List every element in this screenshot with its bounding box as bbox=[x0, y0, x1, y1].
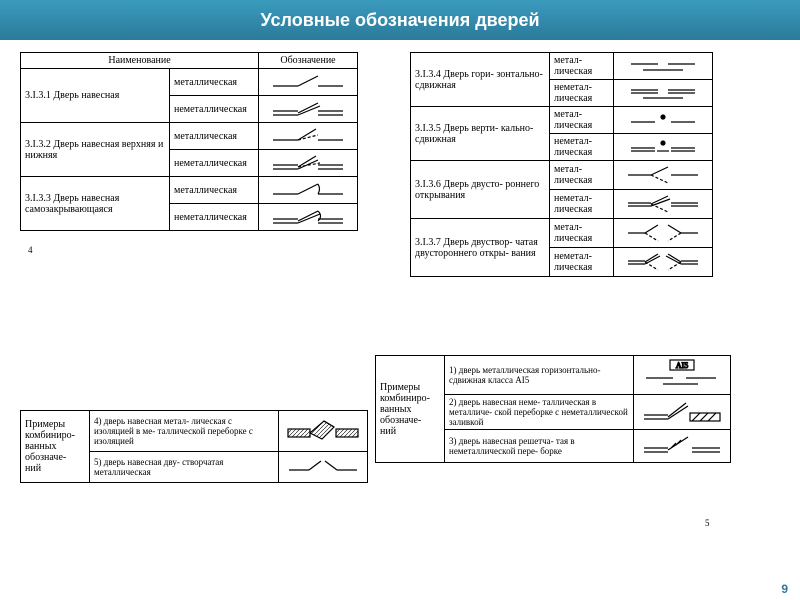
row-mat: метал- лическая bbox=[550, 107, 614, 134]
examples-label: Примеры комбиниро- ванных обозначе- ний bbox=[21, 411, 90, 483]
door-symbol bbox=[259, 150, 358, 177]
page-body: Наименование Обозначение 3.I.3.1 Дверь н… bbox=[0, 40, 800, 600]
row-mat: неметал- лическая bbox=[550, 190, 614, 219]
page-title: Условные обозначения дверей bbox=[260, 10, 539, 30]
door-symbol bbox=[634, 395, 731, 430]
door-symbol bbox=[614, 219, 713, 248]
row-mat: неметаллическая bbox=[170, 150, 259, 177]
door-symbol bbox=[259, 123, 358, 150]
door-symbol bbox=[614, 80, 713, 107]
door-symbol bbox=[279, 452, 368, 483]
left-table: Наименование Обозначение 3.I.3.1 Дверь н… bbox=[20, 52, 358, 231]
examples-label: Примеры комбиниро- ванных обозначе- ний bbox=[376, 356, 445, 463]
footnote-num: 5 bbox=[705, 518, 710, 528]
row-name: 3.I.3.7 Дверь двуствор- чатая двусторонн… bbox=[411, 219, 550, 277]
row-mat: неметаллическая bbox=[170, 96, 259, 123]
door-symbol: AI5 bbox=[634, 356, 731, 395]
example-text: 1) дверь металлическая горизонтально-сдв… bbox=[445, 356, 634, 395]
page-header: Условные обозначения дверей bbox=[0, 0, 800, 40]
row-mat: неметал- лическая bbox=[550, 248, 614, 277]
example-text: 5) дверь навесная дву- створчатая металл… bbox=[90, 452, 279, 483]
row-mat: металлическая bbox=[170, 123, 259, 150]
door-symbol bbox=[259, 96, 358, 123]
row-mat: метал- лическая bbox=[550, 219, 614, 248]
door-symbol bbox=[614, 248, 713, 277]
footnote-num: 4 bbox=[28, 245, 33, 255]
door-symbol bbox=[634, 430, 731, 463]
row-name: 3.I.3.5 Дверь верти- кально-сдвижная bbox=[411, 107, 550, 161]
row-name: 3.I.3.3 Дверь навесная самозакрывающаяся bbox=[21, 177, 170, 231]
door-symbol bbox=[614, 190, 713, 219]
door-symbol bbox=[279, 411, 368, 452]
door-symbol bbox=[614, 107, 713, 134]
row-mat: металлическая bbox=[170, 69, 259, 96]
door-symbol bbox=[259, 177, 358, 204]
door-symbol bbox=[614, 53, 713, 80]
row-mat: метал- лическая bbox=[550, 161, 614, 190]
row-mat: металлическая bbox=[170, 177, 259, 204]
row-mat: неметал- лическая bbox=[550, 80, 614, 107]
right-table: 3.I.3.4 Дверь гори- зонтально-сдвижная м… bbox=[410, 52, 713, 277]
examples-left-table: Примеры комбиниро- ванных обозначе- ний … bbox=[20, 410, 368, 483]
door-symbol bbox=[614, 134, 713, 161]
door-symbol bbox=[614, 161, 713, 190]
page-number: 9 bbox=[781, 582, 788, 596]
example-text: 2) дверь навесная неме- таллическая в ме… bbox=[445, 395, 634, 430]
example-text: 3) дверь навесная решетча- тая в неметал… bbox=[445, 430, 634, 463]
row-mat: метал- лическая bbox=[550, 53, 614, 80]
row-mat: неметал- лическая bbox=[550, 134, 614, 161]
row-name: 3.I.3.1 Дверь навесная bbox=[21, 69, 170, 123]
th-name: Наименование bbox=[21, 53, 259, 69]
example-text: 4) дверь навесная метал- лическая с изол… bbox=[90, 411, 279, 452]
row-name: 3.I.3.2 Дверь навесная верхняя и нижняя bbox=[21, 123, 170, 177]
door-symbol bbox=[259, 69, 358, 96]
door-symbol bbox=[259, 204, 358, 231]
row-mat: неметаллическая bbox=[170, 204, 259, 231]
svg-text:AI5: AI5 bbox=[676, 361, 688, 370]
examples-right-table: Примеры комбиниро- ванных обозначе- ний … bbox=[375, 355, 731, 463]
row-name: 3.I.3.6 Дверь двусто- роннего открывания bbox=[411, 161, 550, 219]
row-name: 3.I.3.4 Дверь гори- зонтально-сдвижная bbox=[411, 53, 550, 107]
th-symbol: Обозначение bbox=[259, 53, 358, 69]
